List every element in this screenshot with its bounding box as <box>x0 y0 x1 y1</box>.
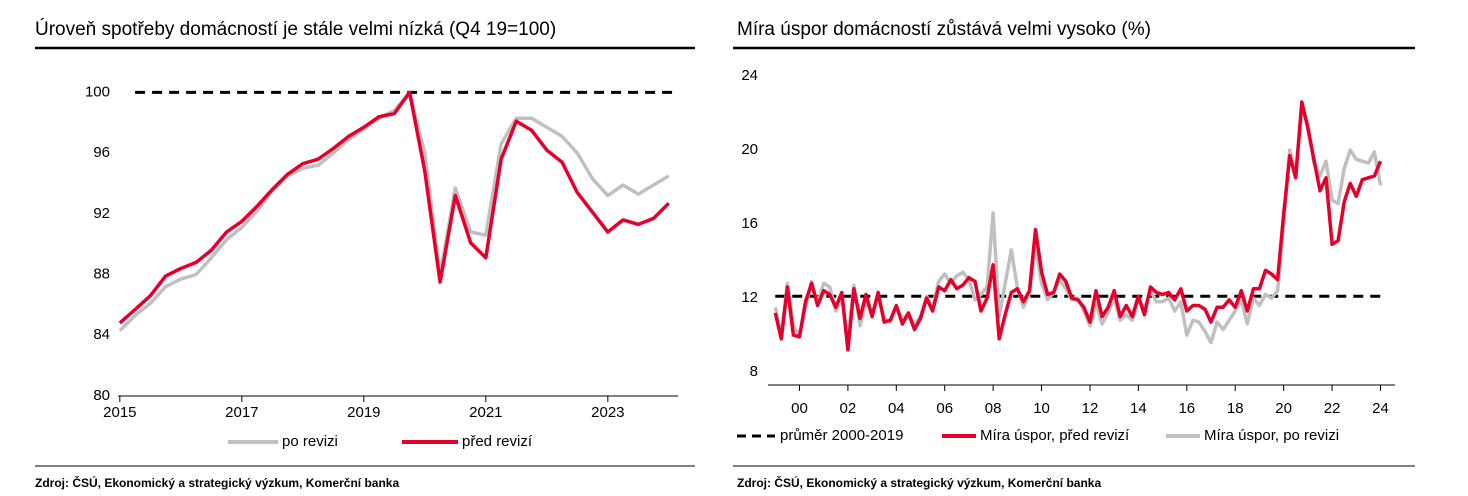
x-tick-label: 2015 <box>103 404 136 421</box>
x-tick-label: 04 <box>888 400 905 417</box>
x-tick-label: 14 <box>1130 400 1147 417</box>
y-tick-label: 12 <box>741 289 758 306</box>
legend-label: Míra úspor, před revizí <box>980 427 1130 444</box>
series-line <box>118 90 671 325</box>
x-tick-label: 2021 <box>469 404 502 421</box>
legend-label: průměr 2000-2019 <box>780 427 903 444</box>
source: Zdroj: ČSÚ, Ekonomický a strategický výz… <box>35 475 399 490</box>
legend-label: po revizi <box>282 433 338 450</box>
y-tick-label: 84 <box>93 326 110 343</box>
y-tick-label: 92 <box>93 205 110 222</box>
y-tick-label: 20 <box>741 141 758 158</box>
x-tick-label: 06 <box>936 400 953 417</box>
x-tick-label: 16 <box>1178 400 1195 417</box>
x-tick-label: 08 <box>985 400 1002 417</box>
chart-title: Úroveň spotřeby domácností je stále velm… <box>35 18 556 40</box>
chart-title: Míra úspor domácností zůstává velmi vyso… <box>737 19 1151 40</box>
series-line <box>773 107 1383 345</box>
x-tick-label: 18 <box>1227 400 1244 417</box>
y-tick-label: 24 <box>741 67 758 84</box>
x-tick-label: 2019 <box>347 404 380 421</box>
x-tick-label: 22 <box>1324 400 1341 417</box>
x-tick-label: 2017 <box>225 404 258 421</box>
x-tick-label: 24 <box>1372 400 1389 417</box>
source: Zdroj: ČSÚ, Ekonomický a strategický výz… <box>737 475 1101 490</box>
x-tick-label: 10 <box>1033 400 1050 417</box>
y-tick-label: 16 <box>741 215 758 232</box>
y-tick-label: 8 <box>750 363 758 380</box>
y-tick-label: 100 <box>85 83 110 100</box>
series-line <box>773 100 1383 352</box>
x-tick-label: 00 <box>791 400 808 417</box>
y-tick-label: 88 <box>93 266 110 283</box>
x-tick-label: 2023 <box>591 404 624 421</box>
legend-label: před revizí <box>462 433 533 450</box>
y-tick-label: 96 <box>93 144 110 161</box>
y-tick-label: 80 <box>93 387 110 404</box>
x-tick-label: 20 <box>1275 400 1292 417</box>
x-tick-label: 12 <box>1082 400 1099 417</box>
x-tick-label: 02 <box>840 400 857 417</box>
legend-label: Míra úspor, po revizi <box>1204 427 1339 444</box>
series-line <box>118 90 670 332</box>
